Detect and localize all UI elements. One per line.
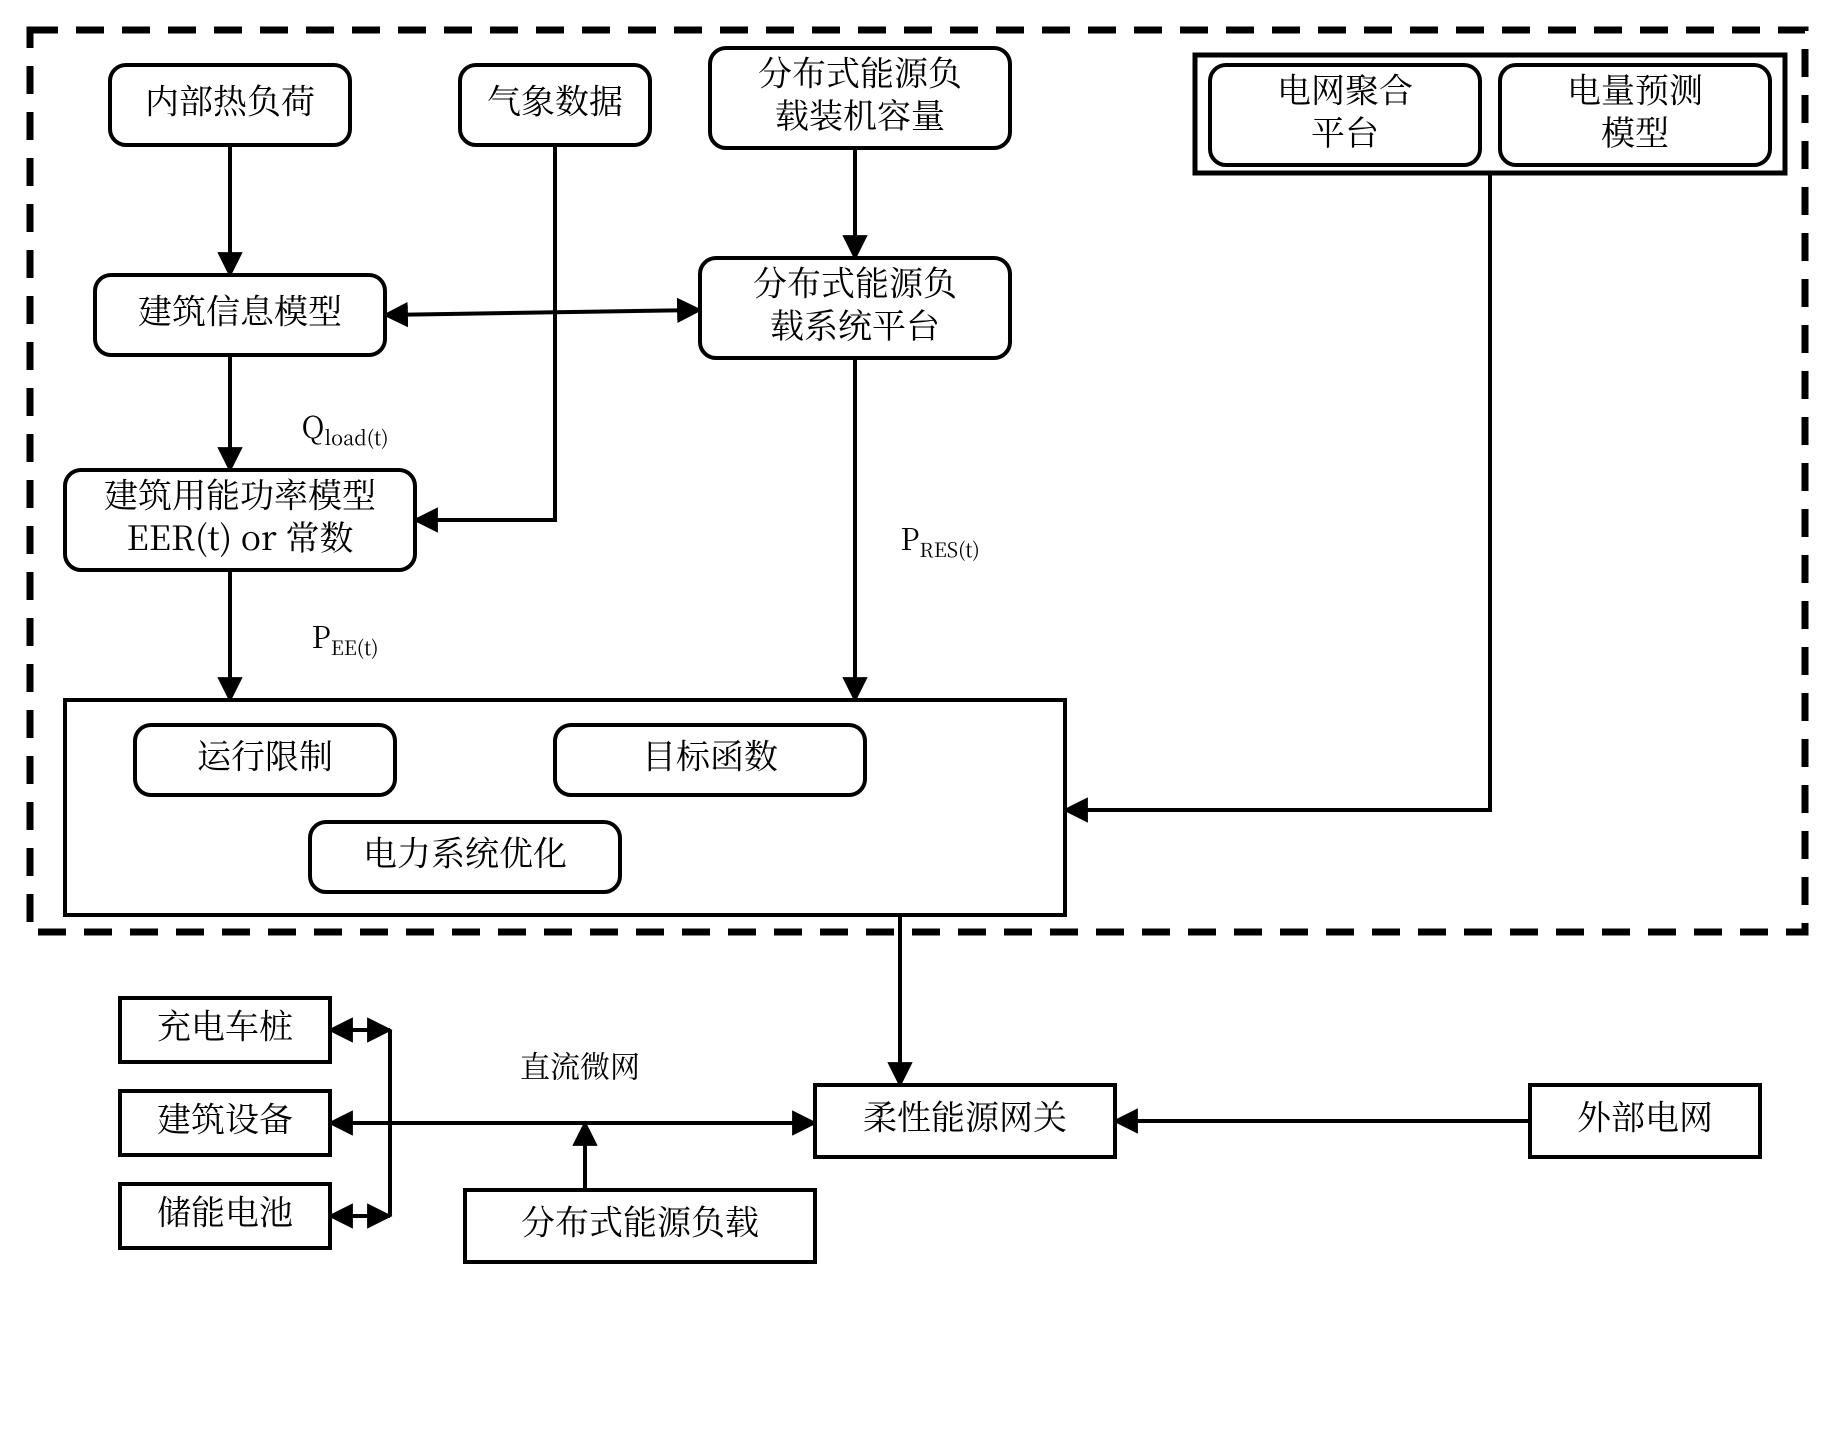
node-op-limit: 运行限制 bbox=[135, 725, 395, 795]
node-label: 平台 bbox=[1311, 106, 1379, 155]
node-storage: 储能电池 bbox=[120, 1184, 330, 1248]
node-bldg-equip: 建筑设备 bbox=[120, 1091, 330, 1155]
edge-label-p-res: PRES(t) bbox=[900, 515, 980, 563]
node-power-opt: 电力系统优化 bbox=[310, 822, 620, 892]
node-ev-charger: 充电车桩 bbox=[120, 998, 330, 1062]
node-flex-gateway: 柔性能源网关 bbox=[815, 1085, 1115, 1157]
node-label: 运行限制 bbox=[197, 730, 333, 779]
node-label: 外部电网 bbox=[1577, 1091, 1713, 1140]
node-label: 建筑信息模型 bbox=[138, 285, 342, 334]
node-label: 载装机容量 bbox=[775, 89, 945, 138]
edge-label-dc-micro: 直流微网 bbox=[520, 1043, 640, 1087]
node-label: EER(t) or 常数 bbox=[127, 511, 354, 560]
edge-label-p-ee: PEE(t) bbox=[311, 613, 378, 661]
node-label: 建筑设备 bbox=[157, 1093, 293, 1142]
node-ext-grid: 外部电网 bbox=[1530, 1085, 1760, 1157]
node-grid-agg: 电网聚合平台 bbox=[1210, 63, 1480, 165]
node-der-platform: 分布式能源负载系统平台 bbox=[700, 256, 1010, 358]
edge-e4 bbox=[415, 145, 555, 520]
node-power-pred: 电量预测模型 bbox=[1500, 63, 1770, 165]
edge-e3 bbox=[385, 310, 700, 315]
edge-label-q-load: Qload(t) bbox=[301, 403, 388, 451]
node-label: 载系统平台 bbox=[770, 299, 940, 348]
node-label: 储能电池 bbox=[157, 1186, 293, 1235]
node-obj-fn: 目标函数 bbox=[555, 725, 865, 795]
node-label: 充电车桩 bbox=[157, 1000, 293, 1049]
node-der-load: 分布式能源负载 bbox=[465, 1190, 815, 1262]
node-internal-heat: 内部热负荷 bbox=[110, 65, 350, 145]
node-label: 分布式能源负载 bbox=[521, 1196, 759, 1245]
node-eer: 建筑用能功率模型EER(t) or 常数 bbox=[65, 468, 415, 570]
node-label: 模型 bbox=[1601, 106, 1669, 155]
node-label: 柔性能源网关 bbox=[863, 1091, 1067, 1140]
node-label: 气象数据 bbox=[487, 75, 623, 124]
node-label: 内部热负荷 bbox=[145, 75, 315, 124]
node-label: 目标函数 bbox=[642, 730, 778, 779]
node-bim: 建筑信息模型 bbox=[95, 275, 385, 355]
node-label: 电力系统优化 bbox=[363, 827, 567, 876]
node-weather: 气象数据 bbox=[460, 65, 650, 145]
edge-e8 bbox=[1065, 173, 1490, 810]
node-der-capacity: 分布式能源负载装机容量 bbox=[710, 46, 1010, 148]
